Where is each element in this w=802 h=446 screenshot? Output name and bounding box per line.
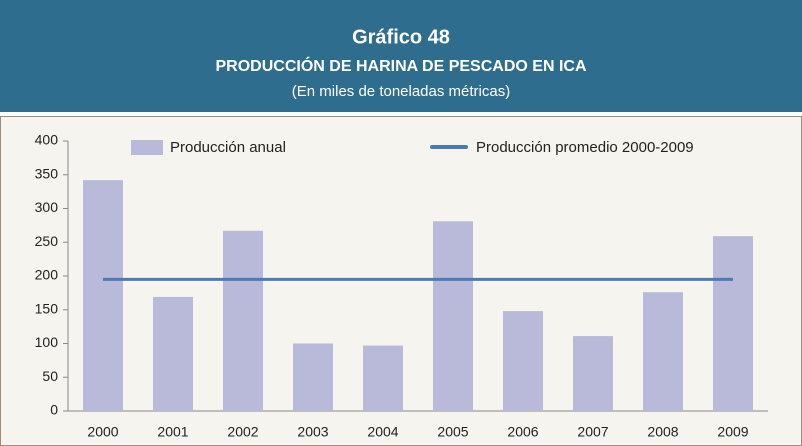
y-tick-label: 200 xyxy=(35,267,59,283)
y-tick-label: 50 xyxy=(42,368,58,384)
x-tick-label: 2009 xyxy=(717,424,748,440)
bar xyxy=(363,345,403,411)
x-tick-label: 2006 xyxy=(507,424,538,440)
bar xyxy=(503,311,543,411)
legend-swatch xyxy=(131,140,163,155)
bar xyxy=(713,236,753,411)
chart-note: (En miles de toneladas métricas) xyxy=(292,83,510,100)
x-tick-label: 2007 xyxy=(577,424,608,440)
bar xyxy=(83,180,123,411)
y-tick-label: 0 xyxy=(50,402,58,418)
chart-subtitle: PRODUCCIÓN DE HARINA DE PESCADO EN ICA xyxy=(216,56,587,75)
bar xyxy=(643,292,683,411)
x-tick-label: 2000 xyxy=(87,424,118,440)
y-tick-label: 350 xyxy=(35,165,59,181)
bar xyxy=(153,296,193,411)
y-tick-label: 150 xyxy=(35,300,59,316)
x-tick-label: 2003 xyxy=(297,424,328,440)
x-tick-label: 2005 xyxy=(437,424,468,440)
bar xyxy=(433,221,473,411)
legend-label: Producción anual xyxy=(170,139,286,156)
header-band xyxy=(0,0,802,112)
chart-title: Gráfico 48 xyxy=(352,26,450,48)
legend-label: Producción promedio 2000-2009 xyxy=(476,139,694,156)
x-tick-label: 2002 xyxy=(227,424,258,440)
bar xyxy=(293,343,333,411)
bar xyxy=(223,230,263,411)
x-tick-label: 2001 xyxy=(157,424,188,440)
y-tick-label: 250 xyxy=(35,233,59,249)
y-tick-label: 100 xyxy=(35,334,59,350)
x-tick-label: 2008 xyxy=(647,424,678,440)
y-tick-label: 400 xyxy=(35,132,59,148)
bar xyxy=(573,336,613,411)
x-tick-label: 2004 xyxy=(367,424,398,440)
y-tick-label: 300 xyxy=(35,199,59,215)
